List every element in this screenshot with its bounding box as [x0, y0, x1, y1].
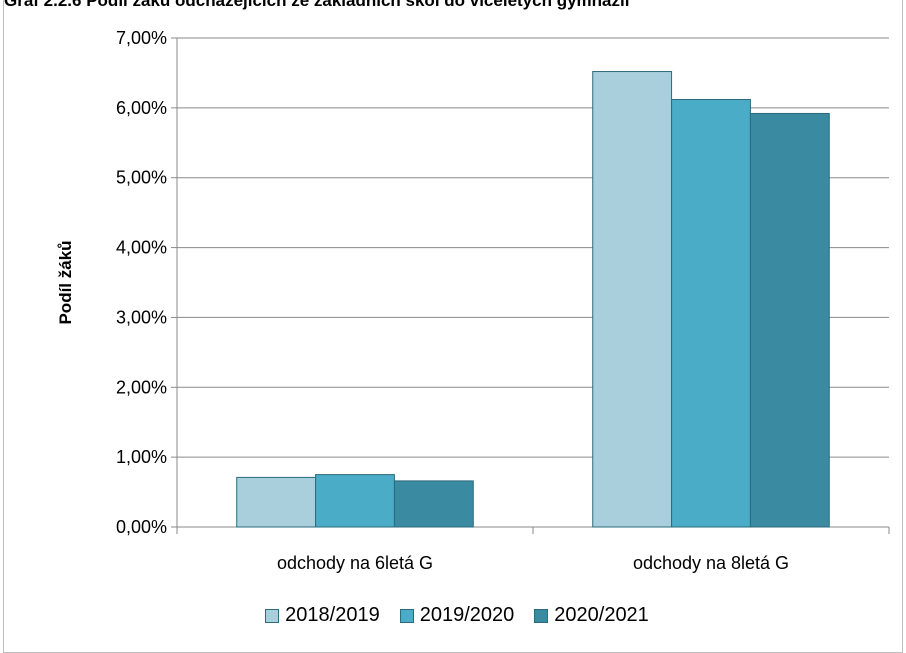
y-tick-label: 5,00% [116, 168, 167, 188]
bar [393, 480, 474, 528]
legend-item: 2018/2019 [265, 604, 380, 627]
y-tick-label: 4,00% [116, 238, 167, 258]
chart-title: Graf 2.2.6 Podíl žáků odcházejících ze z… [4, 0, 630, 10]
legend-item: 2019/2020 [399, 604, 515, 627]
x-tick-label: odchody na 6letá G [277, 553, 433, 573]
legend-swatch [534, 608, 549, 623]
y-tick-label: 2,00% [116, 377, 167, 397]
chart-plot: 0,00% 1,00% 2,00% 3,00% 4,00% 5,00% 6,00% 7,00%… [56, 28, 890, 573]
bar [592, 71, 673, 528]
legend-label: 2018/2019 [285, 604, 380, 626]
y-tick-label: 1,00% [116, 447, 167, 467]
y-tick-label: 7,00% [116, 28, 167, 48]
x-tick-label: odchody na 8letá G [633, 553, 789, 573]
bar [236, 476, 317, 528]
bar [749, 112, 830, 528]
legend-label: 2019/2020 [419, 604, 515, 626]
bar [671, 98, 751, 528]
legend-swatch [399, 608, 414, 623]
chart-legend: 2018/2019 2019/2020 2020/2021 [4, 604, 902, 627]
y-tick-label: 0,00% [116, 517, 167, 537]
chart-frame: Graf 2.2.6 Podíl žáků odcházejících ze z… [3, 0, 903, 653]
y-tick-label: 6,00% [116, 98, 167, 118]
bar [315, 474, 395, 528]
y-tick-label: 3,00% [116, 307, 167, 327]
legend-swatch [265, 608, 280, 623]
y-axis-label: Podíl žáků [56, 240, 75, 324]
legend-item: 2020/2021 [534, 604, 649, 627]
legend-label: 2020/2021 [554, 604, 649, 626]
